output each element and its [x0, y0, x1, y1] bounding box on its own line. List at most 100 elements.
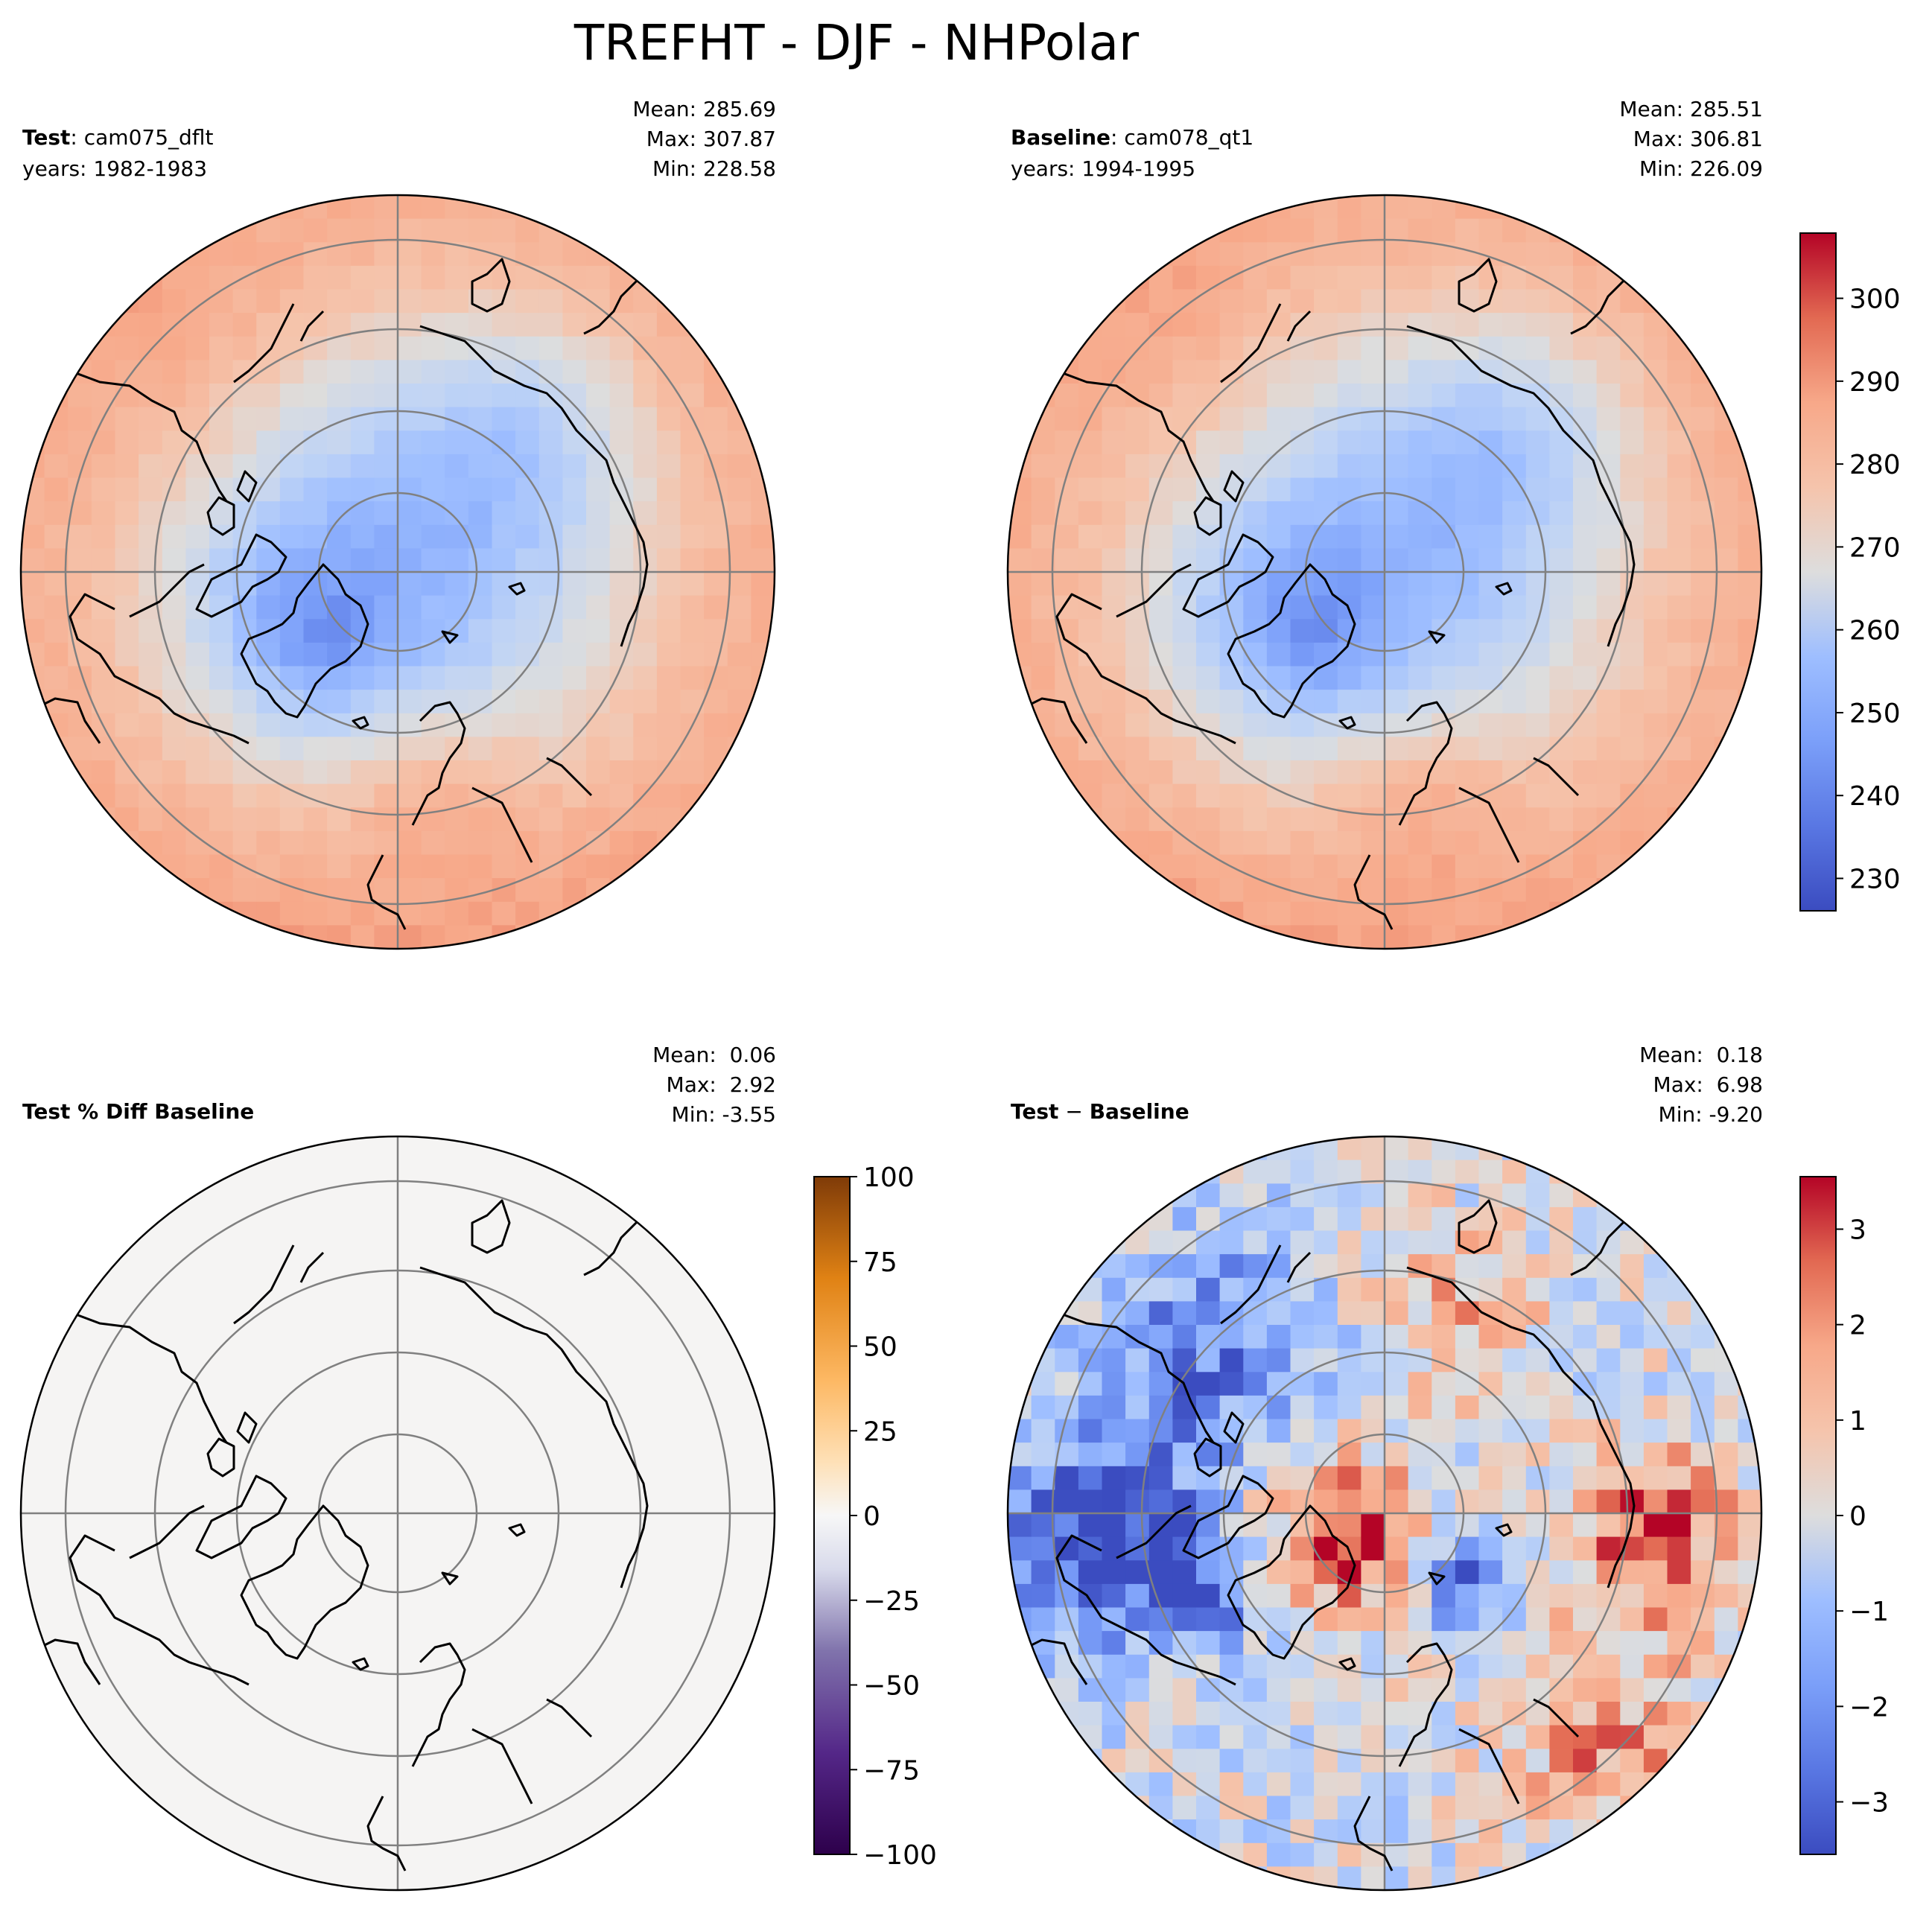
grid-cell — [327, 218, 352, 243]
grid-cell — [1314, 830, 1338, 856]
grid-cell — [1431, 1842, 1456, 1867]
grid-cell — [1643, 1678, 1668, 1702]
grid-cell — [1431, 1513, 1456, 1538]
grid-cell — [1337, 737, 1361, 761]
grid-cell — [1008, 1489, 1032, 1514]
grid-cell — [562, 477, 587, 502]
grid-cell — [1408, 1866, 1432, 1890]
grid-cell — [398, 313, 422, 337]
grid-cell — [209, 760, 234, 785]
grid-cell — [1691, 1325, 1715, 1349]
grid-cell — [1667, 313, 1691, 337]
grid-cell — [115, 548, 139, 573]
grid-cell — [1290, 1254, 1315, 1279]
grid-cell — [1478, 901, 1503, 926]
grid-cell — [1290, 713, 1315, 737]
grid-cell — [1502, 336, 1527, 360]
grid-cell — [1314, 1772, 1338, 1797]
grid-cell — [1620, 642, 1645, 667]
grid-cell — [1337, 1772, 1361, 1797]
grid-cell — [1361, 1819, 1385, 1844]
grid-cell — [303, 619, 328, 643]
grid-cell — [1620, 407, 1645, 431]
grid-cell — [303, 501, 328, 526]
grid-cell — [468, 830, 493, 856]
grid-cell — [1055, 737, 1079, 761]
grid-cell — [1620, 1395, 1645, 1420]
grid-cell — [1620, 1206, 1645, 1232]
grid-cell — [1408, 1725, 1432, 1749]
grid-cell — [1573, 901, 1598, 926]
grid-cell — [1549, 360, 1574, 384]
grid-cell — [515, 548, 540, 573]
grid-cell — [374, 313, 398, 337]
grid-cell — [586, 384, 611, 408]
grid-cell — [44, 572, 69, 597]
grid-cell — [656, 595, 681, 620]
grid-cell — [1172, 1819, 1197, 1844]
grid-cell — [1361, 572, 1385, 597]
grid-cell — [1125, 289, 1150, 314]
grid-cell — [91, 454, 116, 479]
coastline — [441, 1571, 459, 1586]
grid-cell — [232, 690, 257, 714]
grid-cell — [1361, 195, 1385, 220]
grid-cell — [1596, 1325, 1621, 1349]
grid-cell — [1314, 1466, 1338, 1490]
grid-cell — [1643, 1607, 1668, 1632]
coastline — [366, 854, 407, 930]
grid-cell — [1361, 1772, 1385, 1797]
grid-cell — [1620, 1348, 1645, 1373]
grid-cell — [232, 807, 257, 832]
grid-cell — [1266, 1466, 1291, 1490]
grid-cell — [562, 572, 587, 597]
grid-cell — [1549, 1230, 1574, 1255]
grid-cell — [1102, 1678, 1126, 1702]
grid-cell — [1337, 1443, 1361, 1467]
grid-cell — [1078, 1254, 1103, 1279]
grid-cell — [1549, 595, 1574, 620]
grid-cell — [1573, 1183, 1598, 1208]
grid-cell — [1290, 760, 1315, 785]
grid-cell — [1478, 783, 1503, 808]
grid-cell — [1714, 1536, 1738, 1561]
grid-cell — [445, 289, 469, 314]
grid-cell — [1361, 595, 1385, 620]
grid-cell — [1596, 1466, 1621, 1490]
grid-cell — [256, 830, 281, 856]
grid-cell — [562, 666, 587, 690]
grid-cell — [1078, 477, 1103, 502]
grid-cell — [1102, 690, 1126, 714]
grid-cell — [1385, 1419, 1409, 1443]
grid-cell — [1385, 548, 1409, 573]
grid-cell — [751, 524, 775, 549]
grid-cell — [279, 807, 305, 832]
grid-cell — [68, 548, 92, 573]
grid-cell — [279, 783, 305, 808]
grid-cell — [468, 501, 493, 526]
test-map-boundary — [19, 194, 776, 950]
grid-cell — [1738, 1489, 1761, 1514]
grid-cell — [162, 360, 186, 384]
grid-cell — [1478, 1325, 1503, 1349]
grid-cell — [1573, 1443, 1598, 1467]
grid-cell — [1408, 1796, 1432, 1820]
grid-cell — [1078, 1607, 1103, 1632]
grid-cell — [1125, 477, 1150, 502]
grid-cell — [421, 713, 445, 737]
grid-cell — [185, 901, 210, 926]
grid-cell — [633, 713, 658, 737]
grid-cell — [1525, 1536, 1550, 1561]
grid-cell — [1596, 1372, 1621, 1396]
grid-cell — [1478, 666, 1503, 690]
grid-cell — [185, 242, 210, 267]
colorbar-tick-label: 75 — [863, 1247, 897, 1278]
grid-cell — [1455, 642, 1480, 667]
grid-cell — [1596, 1631, 1621, 1656]
grid-cell — [633, 737, 658, 761]
grid-cell — [656, 524, 681, 549]
grid-cell — [1337, 1466, 1361, 1490]
grid-cell — [1219, 713, 1244, 737]
grid-cell — [1125, 1301, 1150, 1326]
grid-cell — [68, 407, 92, 431]
